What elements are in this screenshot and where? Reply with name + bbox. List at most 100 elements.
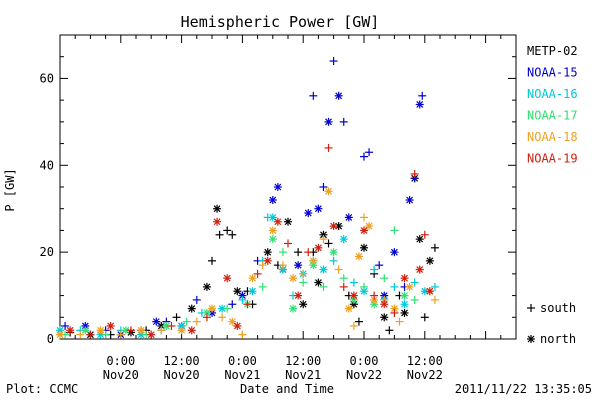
data-point [284,217,292,226]
data-point [192,295,201,304]
data-point [314,278,323,287]
data-point [61,321,70,330]
data-point [268,196,277,205]
data-point [430,243,439,252]
data-point [177,326,186,335]
data-point [329,256,338,265]
data-point [319,265,328,274]
data-point [233,321,242,330]
data-point [354,252,363,261]
data-point [248,274,257,283]
x-tick-time-label: 0:00 [106,354,135,368]
data-point [167,321,176,330]
data-point [268,226,277,235]
data-point [365,148,374,157]
data-point [263,248,272,257]
data-point [329,248,338,257]
data-point [294,261,303,270]
data-point [430,282,439,291]
data-point [400,308,409,317]
x-tick-time-label: 0:00 [228,354,257,368]
legend-entry-noaa-18: NOAA-18 [527,130,578,144]
data-point [152,317,161,326]
data-point [162,321,171,330]
data-point [218,304,227,313]
data-point [370,265,379,274]
plus-marker-icon [527,304,535,312]
data-point [360,213,368,222]
x-tick-date-label: Nov20 [164,368,200,382]
data-point [349,321,358,330]
data-point [339,235,348,244]
data-point [147,330,156,339]
data-point [309,91,318,100]
data-point [299,269,308,278]
data-point [370,291,379,300]
data-point [425,256,434,265]
legend-entry-noaa-16: NOAA-16 [527,87,578,101]
x-tick-time-label: 12:00 [285,354,321,368]
data-point [324,117,333,126]
data-point [319,230,328,239]
data-point [278,261,287,270]
data-point [101,330,110,339]
data-point [360,226,368,235]
footer-timestamp: 2011/11/22 13:35:05 [455,382,592,396]
data-point [299,300,308,309]
asterisk-marker-icon [527,335,535,343]
data-point [390,226,399,235]
data-point [289,274,298,283]
data-point [294,248,303,257]
data-point [268,235,277,244]
data-point [385,326,394,335]
data-point [263,256,272,265]
data-point [410,169,419,178]
data-point [405,282,414,291]
data-point [334,265,343,274]
data-point [304,209,313,218]
data-point [228,230,237,239]
data-point [157,326,166,335]
data-point [202,282,211,291]
data-point [380,274,389,283]
data-point [126,326,135,335]
data-point [81,326,90,335]
data-point [294,291,303,300]
marker-legend: south north [527,301,576,346]
data-point [238,295,247,304]
data-point [208,304,216,313]
data-point [238,330,247,339]
legend-entry-noaa-15: NOAA-15 [527,66,578,80]
data-point [420,313,429,322]
data-point [329,57,338,66]
data-point [208,256,216,265]
data-point [268,213,277,222]
x-tick-date-label: Nov22 [407,368,443,382]
y-tick-label: 20 [40,245,54,259]
data-point [223,274,232,283]
data-point [390,248,399,257]
legend-entry-noaa-19: NOAA-19 [527,152,578,166]
x-tick-date-label: Nov21 [285,368,321,382]
x-tick-time-label: 12:00 [164,354,200,368]
data-point [319,183,328,191]
data-point [395,317,404,326]
data-point [76,330,85,339]
x-tick-date-label: Nov22 [346,368,382,382]
legend-entry-noaa-17: NOAA-17 [527,109,578,123]
data-point [213,204,222,213]
data-point [420,230,429,239]
footer-credit: Plot: CCMC [6,382,78,396]
plot-frame [59,34,517,340]
legend-entry-metp-02: METP-02 [527,44,578,58]
data-point [339,274,348,283]
data-point [334,91,343,100]
data-point [187,304,196,313]
data-point [339,282,348,291]
data-point [187,326,196,335]
data-point [339,117,348,126]
data-point [243,300,252,309]
data-point [354,317,363,326]
data-point [380,313,389,322]
data-point [400,300,409,309]
